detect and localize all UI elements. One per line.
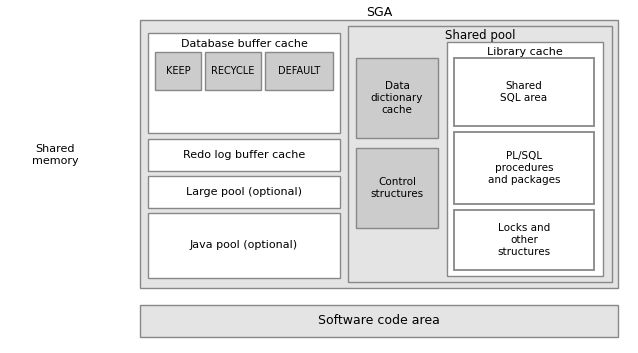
Text: Java pool (optional): Java pool (optional) xyxy=(190,240,298,251)
Text: PL/SQL
procedures
and packages: PL/SQL procedures and packages xyxy=(487,151,560,185)
Bar xyxy=(205,52,261,90)
Bar xyxy=(148,33,340,133)
Text: Data
dictionary
cache: Data dictionary cache xyxy=(371,82,423,115)
Bar xyxy=(140,305,618,337)
Text: Redo log buffer cache: Redo log buffer cache xyxy=(183,150,305,160)
Bar xyxy=(454,58,594,126)
Bar xyxy=(348,26,612,282)
Bar xyxy=(356,58,438,138)
Text: Control
structures: Control structures xyxy=(371,177,424,199)
Bar xyxy=(454,132,594,204)
Bar xyxy=(356,148,438,228)
Text: Software code area: Software code area xyxy=(318,315,440,328)
Text: KEEP: KEEP xyxy=(166,66,190,76)
Bar xyxy=(454,210,594,270)
Bar xyxy=(265,52,333,90)
Bar xyxy=(148,213,340,278)
Text: Locks and
other
structures: Locks and other structures xyxy=(498,223,551,257)
Text: Shared
memory: Shared memory xyxy=(32,144,78,166)
Text: RECYCLE: RECYCLE xyxy=(211,66,255,76)
Text: Large pool (optional): Large pool (optional) xyxy=(186,187,302,197)
Text: Shared pool: Shared pool xyxy=(445,30,516,42)
Bar xyxy=(155,52,201,90)
Bar xyxy=(140,20,618,288)
Bar xyxy=(148,176,340,208)
Bar xyxy=(447,42,603,276)
Text: Library cache: Library cache xyxy=(487,47,563,57)
Text: SGA: SGA xyxy=(366,6,392,19)
Text: Shared
SQL area: Shared SQL area xyxy=(500,81,547,103)
Bar xyxy=(148,139,340,171)
Text: DEFAULT: DEFAULT xyxy=(278,66,320,76)
Text: Database buffer cache: Database buffer cache xyxy=(181,39,308,49)
